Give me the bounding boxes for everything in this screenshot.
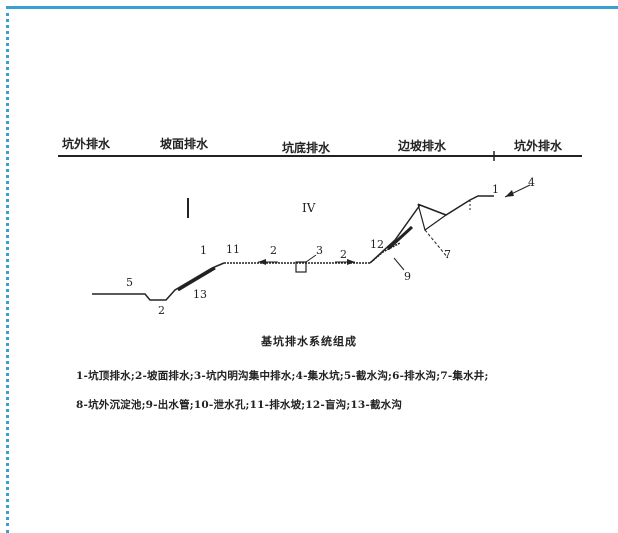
label-1: 1 — [200, 244, 207, 257]
frame-border-top — [6, 6, 618, 9]
zone-label-2: 坡面排水 — [160, 136, 209, 151]
right-slope-line — [369, 195, 494, 264]
left-slope-hatch — [177, 266, 216, 292]
zone-label-5: 坑外排水 — [514, 138, 563, 153]
zone-label-1: 坑外排水 — [62, 136, 111, 151]
figure-caption: 基坑排水系统组成 — [261, 335, 357, 348]
zone-label-4: 边坡排水 — [397, 138, 447, 153]
legend-line-1: 1-坑顶排水;2-坡面排水;3-坑内明沟集中排水;4-集水坑;5-截水沟;6-排… — [76, 370, 489, 382]
zone-marker-right: IV — [302, 201, 316, 215]
legend-line-2: 8-坑外沉淀池;9-出水管;10-泄水孔;11-排水坡;12-盲沟;13-截水沟 — [76, 399, 403, 411]
label-3: 3 — [316, 244, 323, 257]
label-13: 13 — [193, 288, 207, 301]
sump-box — [295, 261, 307, 273]
slope-drain-pipe — [424, 229, 449, 259]
label-top-1: 1 — [492, 183, 499, 196]
label-11: 11 — [226, 243, 240, 256]
label-4: 4 — [528, 176, 535, 189]
berm-triangle — [417, 203, 448, 231]
label-7: 7 — [444, 248, 451, 261]
label-9: 9 — [404, 270, 411, 283]
frame-border-left — [6, 6, 9, 533]
label-2a: 2 — [270, 244, 277, 257]
label-12: 12 — [370, 238, 384, 251]
label-2b: 2 — [340, 248, 347, 261]
label-bottom-2: 2 — [158, 304, 165, 317]
right-slope-hatch — [386, 225, 414, 251]
left-ground-line — [92, 262, 225, 301]
label-5: 5 — [126, 276, 133, 289]
top-ditch-arrowhead — [505, 190, 514, 197]
zone-label-3: 坑底排水 — [282, 140, 331, 155]
outflow-pipe — [393, 257, 405, 271]
sump-arrow — [305, 254, 317, 263]
